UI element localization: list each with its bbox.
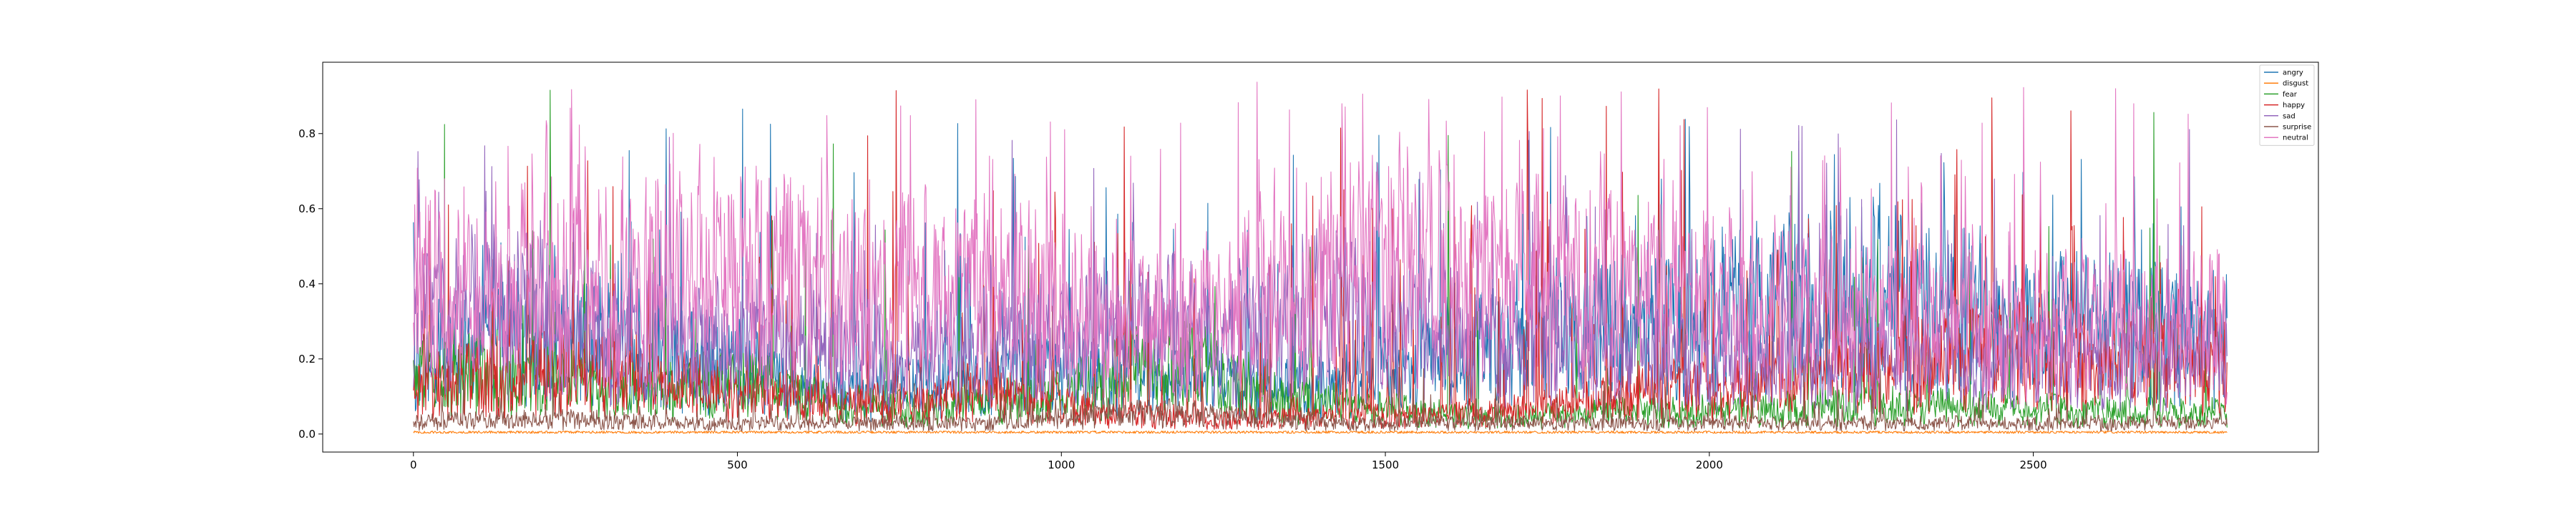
- series-line-disgust: [413, 430, 2228, 434]
- plot-area-frame: [322, 62, 2319, 453]
- x-tick-label: 2000: [1696, 458, 1723, 471]
- y-tick-label: 0.2: [298, 353, 316, 366]
- series-line-neutral: [413, 82, 2228, 406]
- x-tick-label: 0: [410, 458, 417, 471]
- x-tick-label: 2500: [2019, 458, 2046, 471]
- y-tick-label: 0.0: [298, 428, 316, 441]
- x-tick-label: 1000: [1048, 458, 1075, 471]
- y-axis: 0.0 0.2 0.4 0.6 0.8: [298, 127, 323, 441]
- y-tick-label: 0.8: [298, 127, 316, 140]
- legend-box: [2259, 64, 2315, 146]
- legend-label-happy: happy: [2283, 102, 2305, 109]
- legend-label-angry: angry: [2283, 69, 2303, 77]
- y-tick-label: 0.4: [298, 278, 316, 290]
- series-line-surprise: [413, 364, 2228, 432]
- x-tick-label: 1500: [1372, 458, 1399, 471]
- x-tick-label: 500: [727, 458, 748, 471]
- series-lines: [413, 82, 2228, 434]
- series-line-fear: [413, 89, 2228, 430]
- legend: angry disgust fear happy sad surprise neutral: [2259, 64, 2315, 146]
- legend-label-sad: sad: [2283, 112, 2296, 120]
- y-tick-label: 0.6: [298, 202, 316, 215]
- legend-label-fear: fear: [2283, 91, 2298, 99]
- legend-label-disgust: disgust: [2283, 80, 2308, 88]
- legend-label-surprise: surprise: [2283, 124, 2311, 132]
- x-axis: 0 500 1000 1500 2000 2500: [410, 452, 2047, 471]
- legend-label-neutral: neutral: [2283, 134, 2308, 142]
